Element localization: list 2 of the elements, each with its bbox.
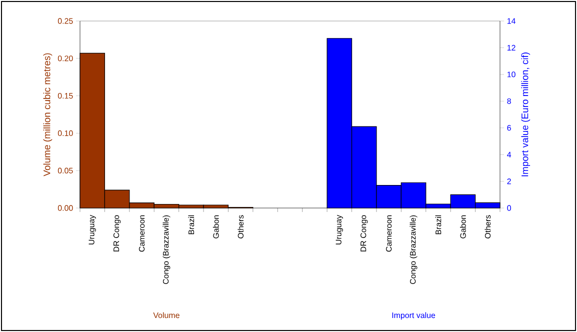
y-axis-title: Volume (million cubic metres) <box>43 53 52 176</box>
y2-axis-title: Import value (Euro million, cif) <box>521 52 530 176</box>
